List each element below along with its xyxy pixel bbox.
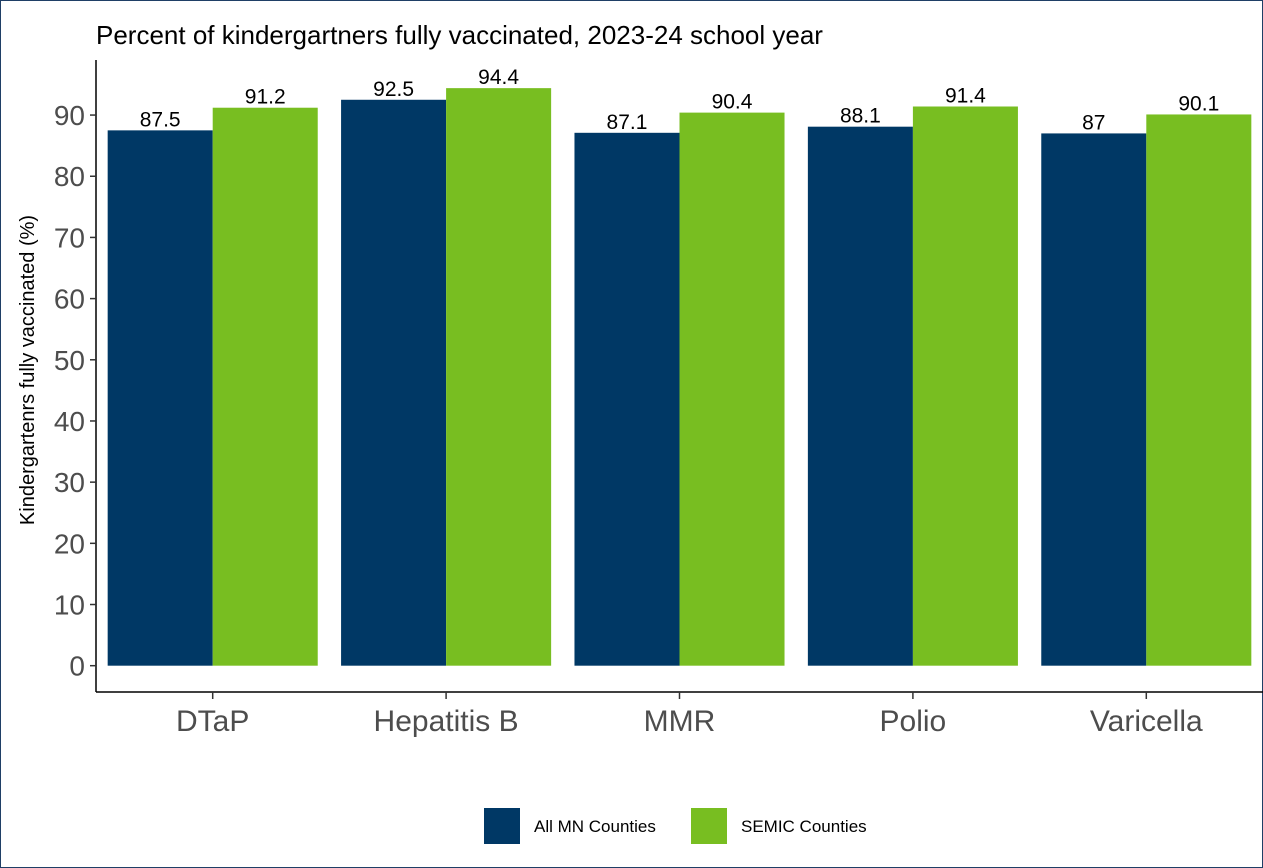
y-axis: 0 10 20 30 40 50 60 70 80 90 — [54, 60, 97, 692]
legend-key-series-1 — [484, 808, 520, 844]
y-tick-label: 40 — [54, 406, 85, 437]
legend: All MN Counties SEMIC Counties — [484, 808, 867, 844]
y-tick-label: 80 — [54, 161, 85, 192]
bar-dtap-series-2 — [212, 107, 318, 666]
data-label: 92.5 — [373, 78, 414, 101]
data-label: 88.1 — [840, 105, 881, 128]
bar-hepatitis-b-series-1 — [341, 99, 447, 666]
x-tick-label: Varicella — [1090, 705, 1203, 738]
data-label: 90.1 — [1178, 92, 1219, 115]
data-label: 94.4 — [478, 66, 519, 89]
data-labels: 87.5 91.2 92.5 94.4 87.1 90.4 88.1 91.4 87 90.1 — [140, 66, 1220, 134]
bar-polio-series-2 — [912, 106, 1018, 666]
bars — [107, 88, 1252, 666]
data-label: 87.5 — [140, 108, 181, 131]
y-tick-label: 90 — [54, 100, 85, 131]
chart-title: Percent of kindergartners fully vaccinat… — [96, 20, 823, 50]
legend-label: SEMIC Counties — [741, 817, 867, 836]
x-tick-label: DTaP — [176, 705, 249, 738]
legend-key-series-2 — [691, 808, 727, 844]
bar-varicella-series-2 — [1146, 114, 1252, 666]
data-label: 87.1 — [607, 111, 648, 134]
data-label: 87 — [1082, 111, 1105, 134]
data-label: 91.4 — [945, 84, 986, 107]
bar-mmr-series-2 — [679, 112, 785, 666]
bar-dtap-series-1 — [107, 130, 213, 666]
data-label: 91.2 — [245, 86, 286, 109]
x-tick-label: Hepatitis B — [374, 705, 519, 738]
y-tick-label: 10 — [54, 590, 85, 621]
y-tick-label: 30 — [54, 467, 85, 498]
x-tick-label: Polio — [880, 705, 947, 738]
y-tick-label: 70 — [54, 222, 85, 253]
y-axis-label: Kindergartenrs fully vaccinated (%) — [17, 215, 39, 525]
bar-varicella-series-1 — [1041, 133, 1147, 666]
y-tick-label: 60 — [54, 284, 85, 315]
legend-label: All MN Counties — [534, 817, 656, 836]
y-tick-label: 0 — [69, 651, 85, 682]
bar-hepatitis-b-series-2 — [446, 88, 552, 666]
y-tick-label: 50 — [54, 345, 85, 376]
bar-mmr-series-1 — [574, 132, 680, 666]
x-tick-label: MMR — [644, 705, 716, 738]
y-tick-label: 20 — [54, 528, 85, 559]
x-axis: DTaP Hepatitis B MMR Polio Varicella — [96, 691, 1263, 738]
data-label: 90.4 — [712, 91, 753, 114]
bar-polio-series-1 — [807, 126, 913, 666]
